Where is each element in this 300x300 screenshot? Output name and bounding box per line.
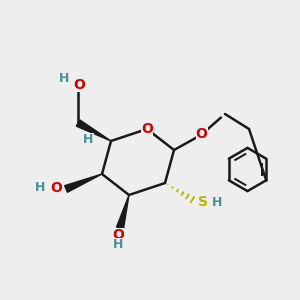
- Text: O: O: [50, 181, 62, 194]
- Text: O: O: [196, 127, 208, 140]
- Text: H: H: [113, 238, 124, 251]
- Text: O: O: [141, 122, 153, 136]
- Text: S: S: [198, 196, 208, 209]
- Polygon shape: [64, 174, 102, 192]
- Text: H: H: [212, 196, 223, 209]
- Text: H: H: [83, 133, 94, 146]
- Text: O: O: [74, 78, 86, 92]
- Polygon shape: [76, 120, 111, 141]
- Text: O: O: [112, 228, 124, 242]
- Text: H: H: [59, 72, 70, 85]
- Text: H: H: [35, 181, 46, 194]
- Polygon shape: [116, 195, 129, 229]
